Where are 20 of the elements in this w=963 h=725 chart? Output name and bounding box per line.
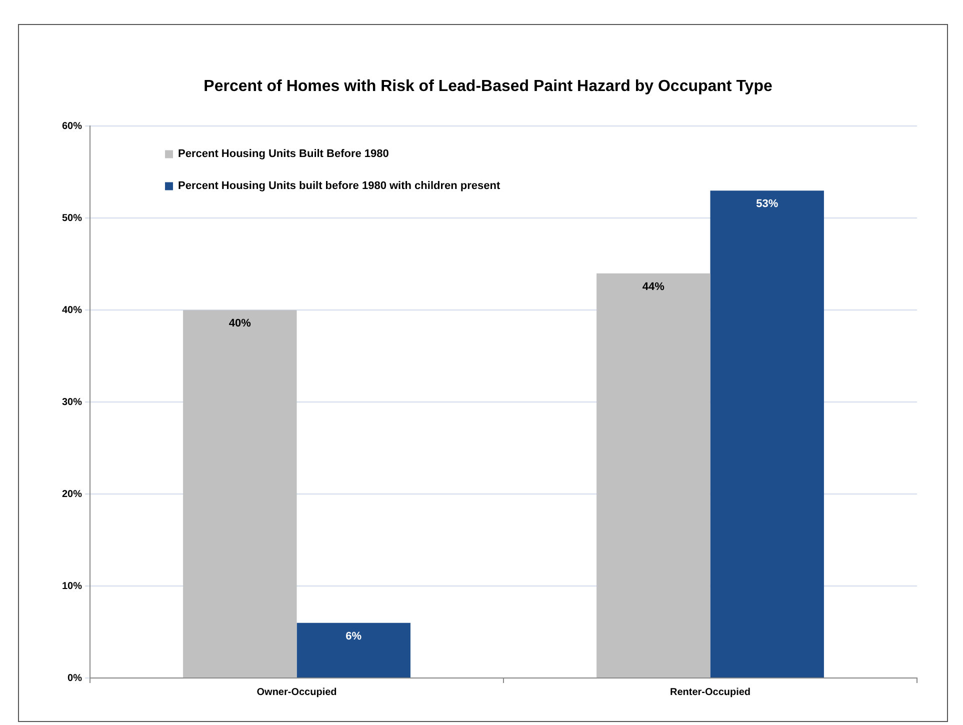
bar <box>296 622 410 678</box>
legend-label: Percent Housing Units Built Before 1980 <box>178 148 389 160</box>
data-label: 53% <box>756 198 778 210</box>
bar <box>596 273 710 678</box>
bar <box>183 310 297 678</box>
data-label: 40% <box>228 318 252 330</box>
y-tick-label: 20% <box>62 488 82 500</box>
y-tick-label: 0% <box>68 672 82 684</box>
x-tick-label: Renter-Occupied <box>670 686 751 698</box>
bar <box>710 190 824 678</box>
y-tick-label: 30% <box>62 396 82 408</box>
y-tick-label: 50% <box>62 212 82 224</box>
y-tick-label: 10% <box>62 580 82 592</box>
y-tick-label: 60% <box>62 120 82 132</box>
data-label: 6% <box>346 630 362 642</box>
chart-title: Percent of Homes with Risk of Lead-Based Paint Hazard by Occupant Type <box>204 78 772 96</box>
x-tick-label: Owner-Occupied <box>256 686 337 698</box>
legend-label: Percent Housing Units built before 1980 with children present <box>178 180 500 192</box>
y-tick-label: 40% <box>62 304 82 316</box>
data-label: 44% <box>642 280 665 293</box>
